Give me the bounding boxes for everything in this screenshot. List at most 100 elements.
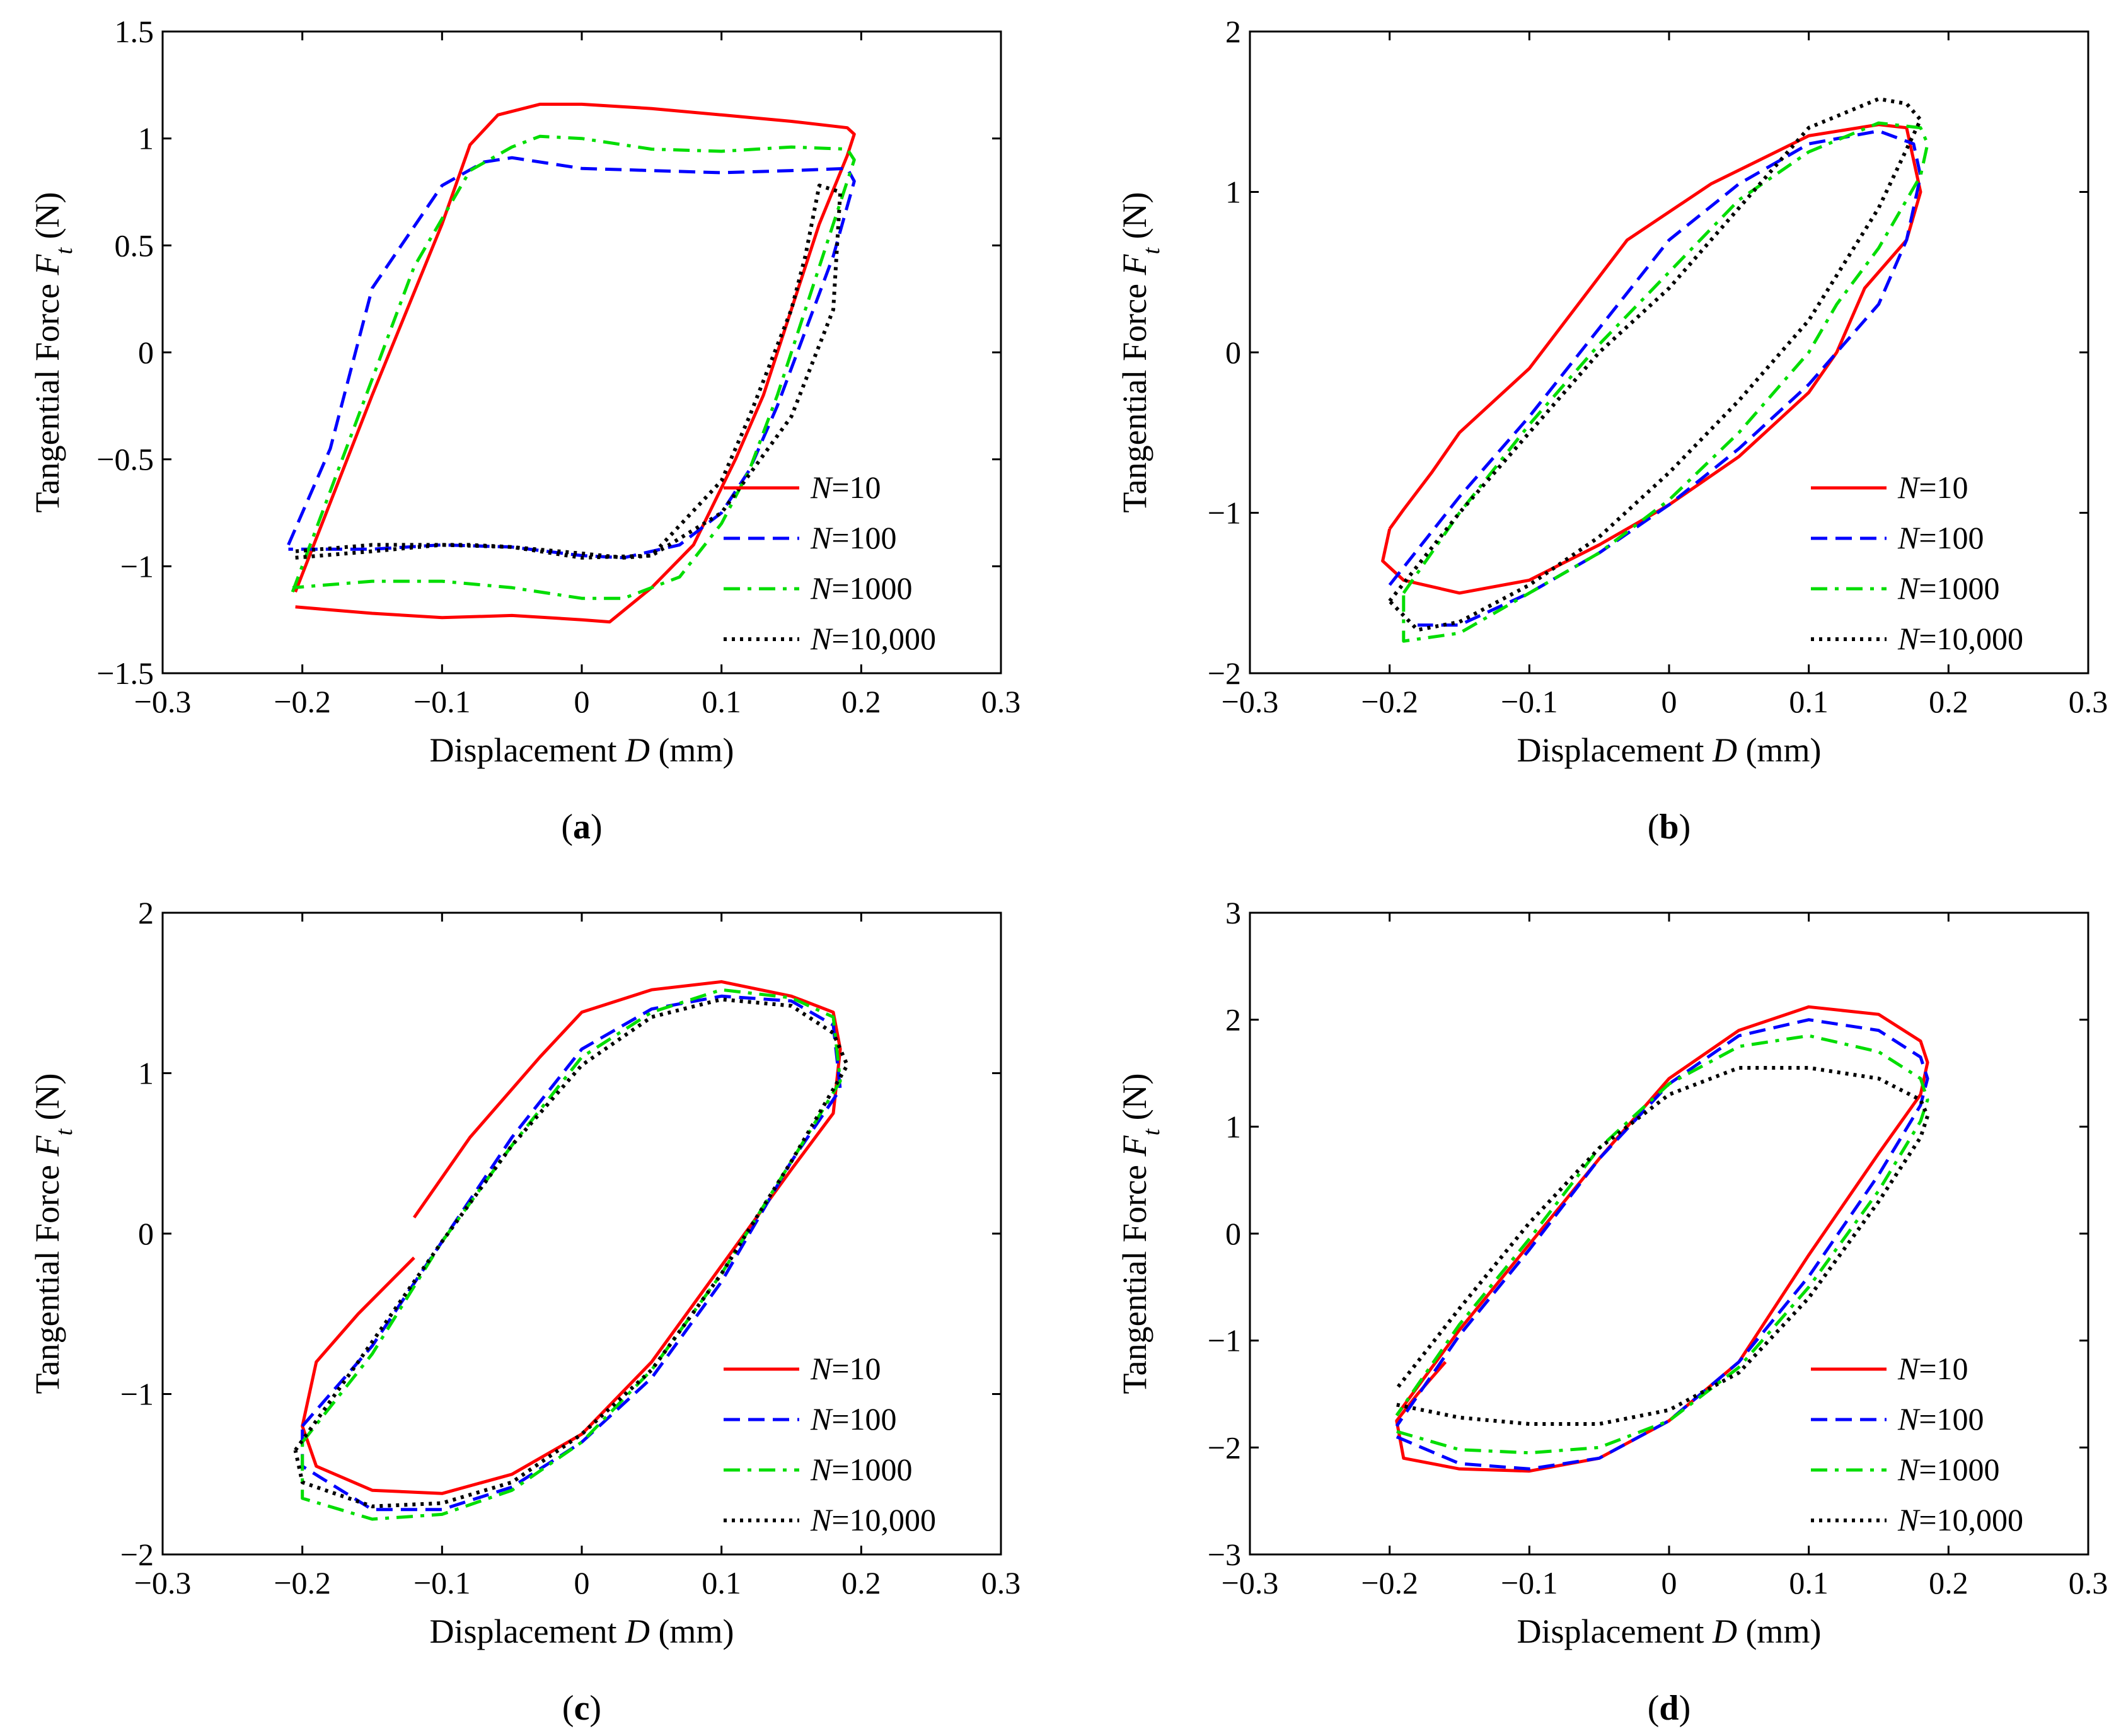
legend-entry: N=1000	[1897, 1452, 2000, 1487]
x-tick-label: 0.1	[1789, 1565, 1829, 1600]
legend-entry: N=100	[1897, 520, 1984, 555]
legend-entry: N=10	[1897, 470, 1968, 505]
legend-entry: N=10,000	[1897, 1502, 2023, 1537]
legend: N=10 N=100 N=1000 N=10,000	[1811, 1351, 2023, 1537]
panel-label: (c)	[562, 1689, 601, 1728]
x-tick-label: 0.1	[702, 1565, 741, 1600]
series-line-n-1000	[1402, 121, 1929, 643]
x-axis-label: Displacement D (mm)	[1517, 1612, 1822, 1650]
y-tick-label: 1	[138, 1056, 154, 1091]
chart-panel-c: −0.3 −0.2 −0.1 0 0.1 0.2 0.3 −2 −1 0 1 2 Displacemen…	[28, 895, 1020, 1728]
y-tick-label: −2	[120, 1537, 154, 1572]
x-axis-label: Displacement D (mm)	[430, 1612, 734, 1650]
legend-entry: N=10	[810, 1351, 881, 1386]
legend-entry: N=10,000	[1897, 621, 2023, 656]
y-tick-label: −2	[1208, 1430, 1241, 1465]
legend-entry: N=10	[1897, 1351, 1968, 1386]
series-line-n-10	[1381, 123, 1922, 595]
legend-entry: N=1000	[810, 1452, 913, 1487]
y-axis-label: Tangential Force Ft (N)	[1116, 1073, 1165, 1394]
legend-entry: N=10,000	[810, 621, 936, 656]
y-tick-label: 1	[138, 121, 154, 156]
y-tick-label: 0	[1225, 1216, 1241, 1251]
x-tick-label: −0.1	[1501, 684, 1558, 719]
legend-entry: N=1000	[810, 570, 913, 606]
y-tick-label: −1	[1208, 495, 1241, 531]
y-tick-label: −0.5	[96, 442, 154, 477]
series-line-n-100	[1395, 1018, 1929, 1471]
legend: N=10 N=100 N=1000 N=10,000	[724, 470, 936, 656]
x-axis-label: Displacement D (mm)	[430, 731, 734, 769]
x-tick-label: 0.3	[2069, 684, 2108, 719]
y-axis-label: Tangential Force Ft (N)	[28, 192, 78, 512]
chart-panel-d: −0.3 −0.2 −0.1 0 0.1 0.2 0.3 −3 −2 −1 0 1 2 3 Displace…	[1116, 895, 2108, 1728]
y-tick-label: 1.5	[115, 14, 154, 49]
series-line-n-1000	[291, 134, 856, 600]
legend-entry: N=10,000	[810, 1502, 936, 1537]
series-line-n-10-000	[295, 183, 843, 560]
series-line-n-10	[301, 980, 842, 1495]
panel-label: (a)	[561, 807, 602, 847]
x-tick-label: −0.1	[413, 684, 471, 719]
y-tick-label: 2	[1225, 14, 1241, 49]
y-tick-label: −3	[1208, 1537, 1241, 1572]
x-tick-label: −0.2	[1361, 684, 1418, 719]
panel-label: (b)	[1648, 807, 1690, 847]
y-tick-label: −1	[120, 1377, 154, 1412]
y-tick-label: 1	[1225, 175, 1241, 210]
legend: N=10 N=100 N=1000 N=10,000	[724, 1351, 936, 1537]
y-tick-label: −2	[1208, 656, 1241, 691]
y-tick-label: 2	[1225, 1002, 1241, 1038]
series-line-n-100	[301, 994, 842, 1512]
y-tick-label: −1	[120, 548, 154, 584]
y-axis-label: Tangential Force Ft (N)	[28, 1073, 78, 1394]
series-line-n-10	[1395, 1005, 1929, 1473]
y-tick-label: −1	[1208, 1323, 1241, 1358]
x-tick-label: 0.3	[981, 1565, 1021, 1600]
x-tick-label: −0.3	[134, 1565, 192, 1600]
legend-entry: N=100	[1897, 1401, 1984, 1437]
legend-entry: N=1000	[1897, 570, 2000, 606]
x-tick-label: 0.3	[981, 684, 1021, 719]
x-axis-label: Displacement D (mm)	[1517, 731, 1822, 769]
y-tick-label: 0	[138, 335, 154, 370]
series-line-n-10-000	[1388, 96, 1922, 632]
series-line-n-10-000	[293, 997, 850, 1508]
series-line-n-1000	[1395, 1034, 1929, 1455]
y-tick-label: 2	[138, 895, 154, 930]
series-line-n-100	[1388, 129, 1922, 627]
y-tick-label: 0	[138, 1216, 154, 1251]
series-line-n-10	[294, 102, 856, 624]
legend-entry: N=10	[810, 470, 881, 505]
x-tick-label: −0.3	[134, 684, 192, 719]
series-line-n-1000	[301, 988, 842, 1521]
y-tick-label: 3	[1225, 895, 1241, 930]
x-tick-label: −0.1	[1501, 1565, 1558, 1600]
x-tick-label: −0.2	[274, 684, 331, 719]
x-tick-label: −0.2	[274, 1565, 331, 1600]
x-tick-label: 0.2	[841, 1565, 881, 1600]
x-tick-label: −0.3	[1222, 1565, 1279, 1600]
x-tick-label: 0	[574, 684, 590, 719]
x-tick-label: 0.1	[702, 684, 741, 719]
legend: N=10 N=100 N=1000 N=10,000	[1811, 470, 2023, 656]
x-tick-label: 0	[1662, 1565, 1677, 1600]
y-tick-label: 0	[1225, 335, 1241, 370]
y-tick-label: 0.5	[115, 228, 154, 263]
x-tick-label: −0.3	[1222, 684, 1279, 719]
x-tick-label: 0.2	[1929, 684, 1968, 719]
legend-entry: N=100	[810, 1401, 897, 1437]
series-line-n-10-000	[1395, 1066, 1930, 1426]
chart-panel-b: −0.3 −0.2 −0.1 0 0.1 0.2 0.3 −2 −1 0 1 2 Displacemen…	[1116, 14, 2108, 847]
series-line-n-100	[287, 156, 856, 560]
chart-panel-a: −0.3 −0.2 −0.1 0 0.1 0.2 0.3 −1.5 −1 −0.5 0 0.5 1 1.5…	[28, 14, 1020, 847]
x-tick-label: 0.2	[841, 684, 881, 719]
x-tick-label: 0.1	[1789, 684, 1829, 719]
x-tick-label: 0.3	[2069, 1565, 2108, 1600]
x-tick-label: −0.1	[413, 1565, 471, 1600]
panel-label: (d)	[1648, 1689, 1690, 1728]
y-tick-label: −1.5	[96, 656, 154, 691]
x-tick-label: 0.2	[1929, 1565, 1968, 1600]
x-tick-label: −0.2	[1361, 1565, 1418, 1600]
